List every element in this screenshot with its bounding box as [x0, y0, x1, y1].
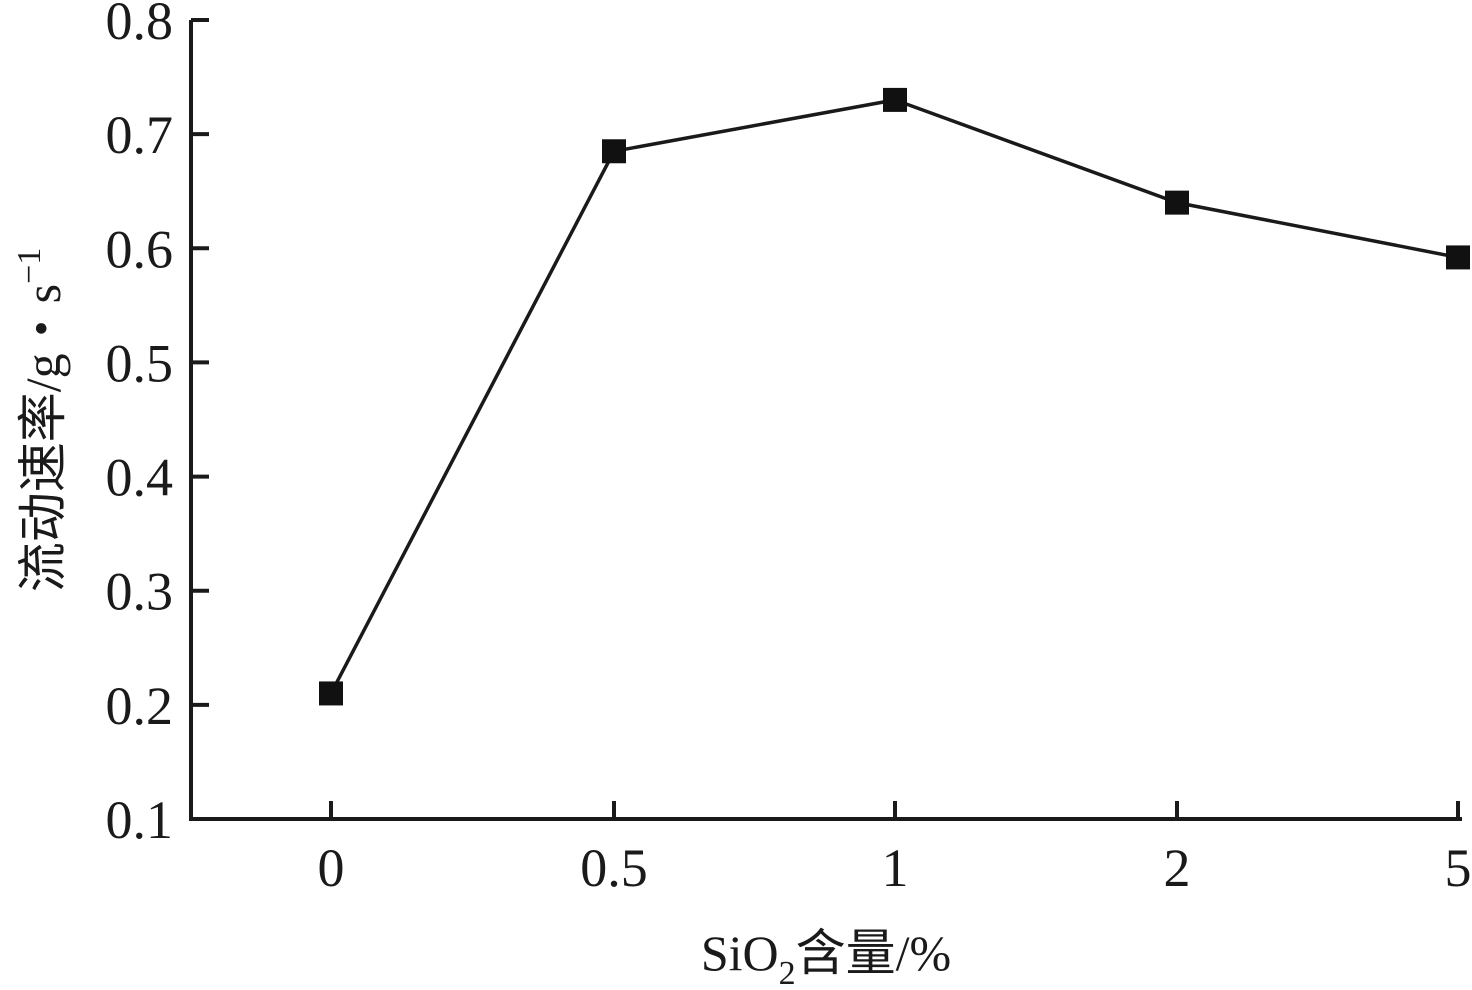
y-axis-label: 流动速率/g・s−1 — [11, 248, 71, 593]
y-tick-label: 0.4 — [106, 448, 174, 508]
y-tick-label: 0.3 — [106, 562, 174, 622]
x-axis-ticks: 0 0.5 1 2 5 — [318, 801, 1472, 898]
y-tick-label: 0.2 — [106, 676, 174, 736]
y-tick-label: 0.6 — [106, 219, 174, 279]
data-point-marker — [1446, 245, 1470, 270]
series-line — [329, 98, 1459, 695]
x-tick-label: 0.5 — [580, 838, 648, 898]
x-tick-label: 1 — [882, 838, 909, 898]
y-tick-label: 0.1 — [106, 790, 174, 850]
data-point-marker — [602, 139, 626, 164]
x-tick-label: 5 — [1445, 838, 1472, 898]
x-tick-label: 2 — [1164, 838, 1191, 898]
x-axis-label: SiO2含量/% — [701, 925, 951, 990]
axes — [189, 20, 1462, 821]
y-tick-label: 0.5 — [106, 333, 174, 393]
data-point-marker — [319, 681, 343, 706]
y-tick-label: 0.7 — [106, 105, 174, 165]
series-group — [319, 87, 1470, 706]
y-axis-ticks: 0.1 0.2 0.3 0.4 0.5 0.6 0.7 0.8 — [106, 0, 209, 850]
axis-frame — [189, 20, 1462, 821]
x-tick-label: 0 — [318, 838, 345, 898]
y-tick-label: 0.8 — [106, 0, 174, 51]
data-point-marker — [883, 87, 907, 112]
data-point-marker — [1165, 190, 1189, 215]
